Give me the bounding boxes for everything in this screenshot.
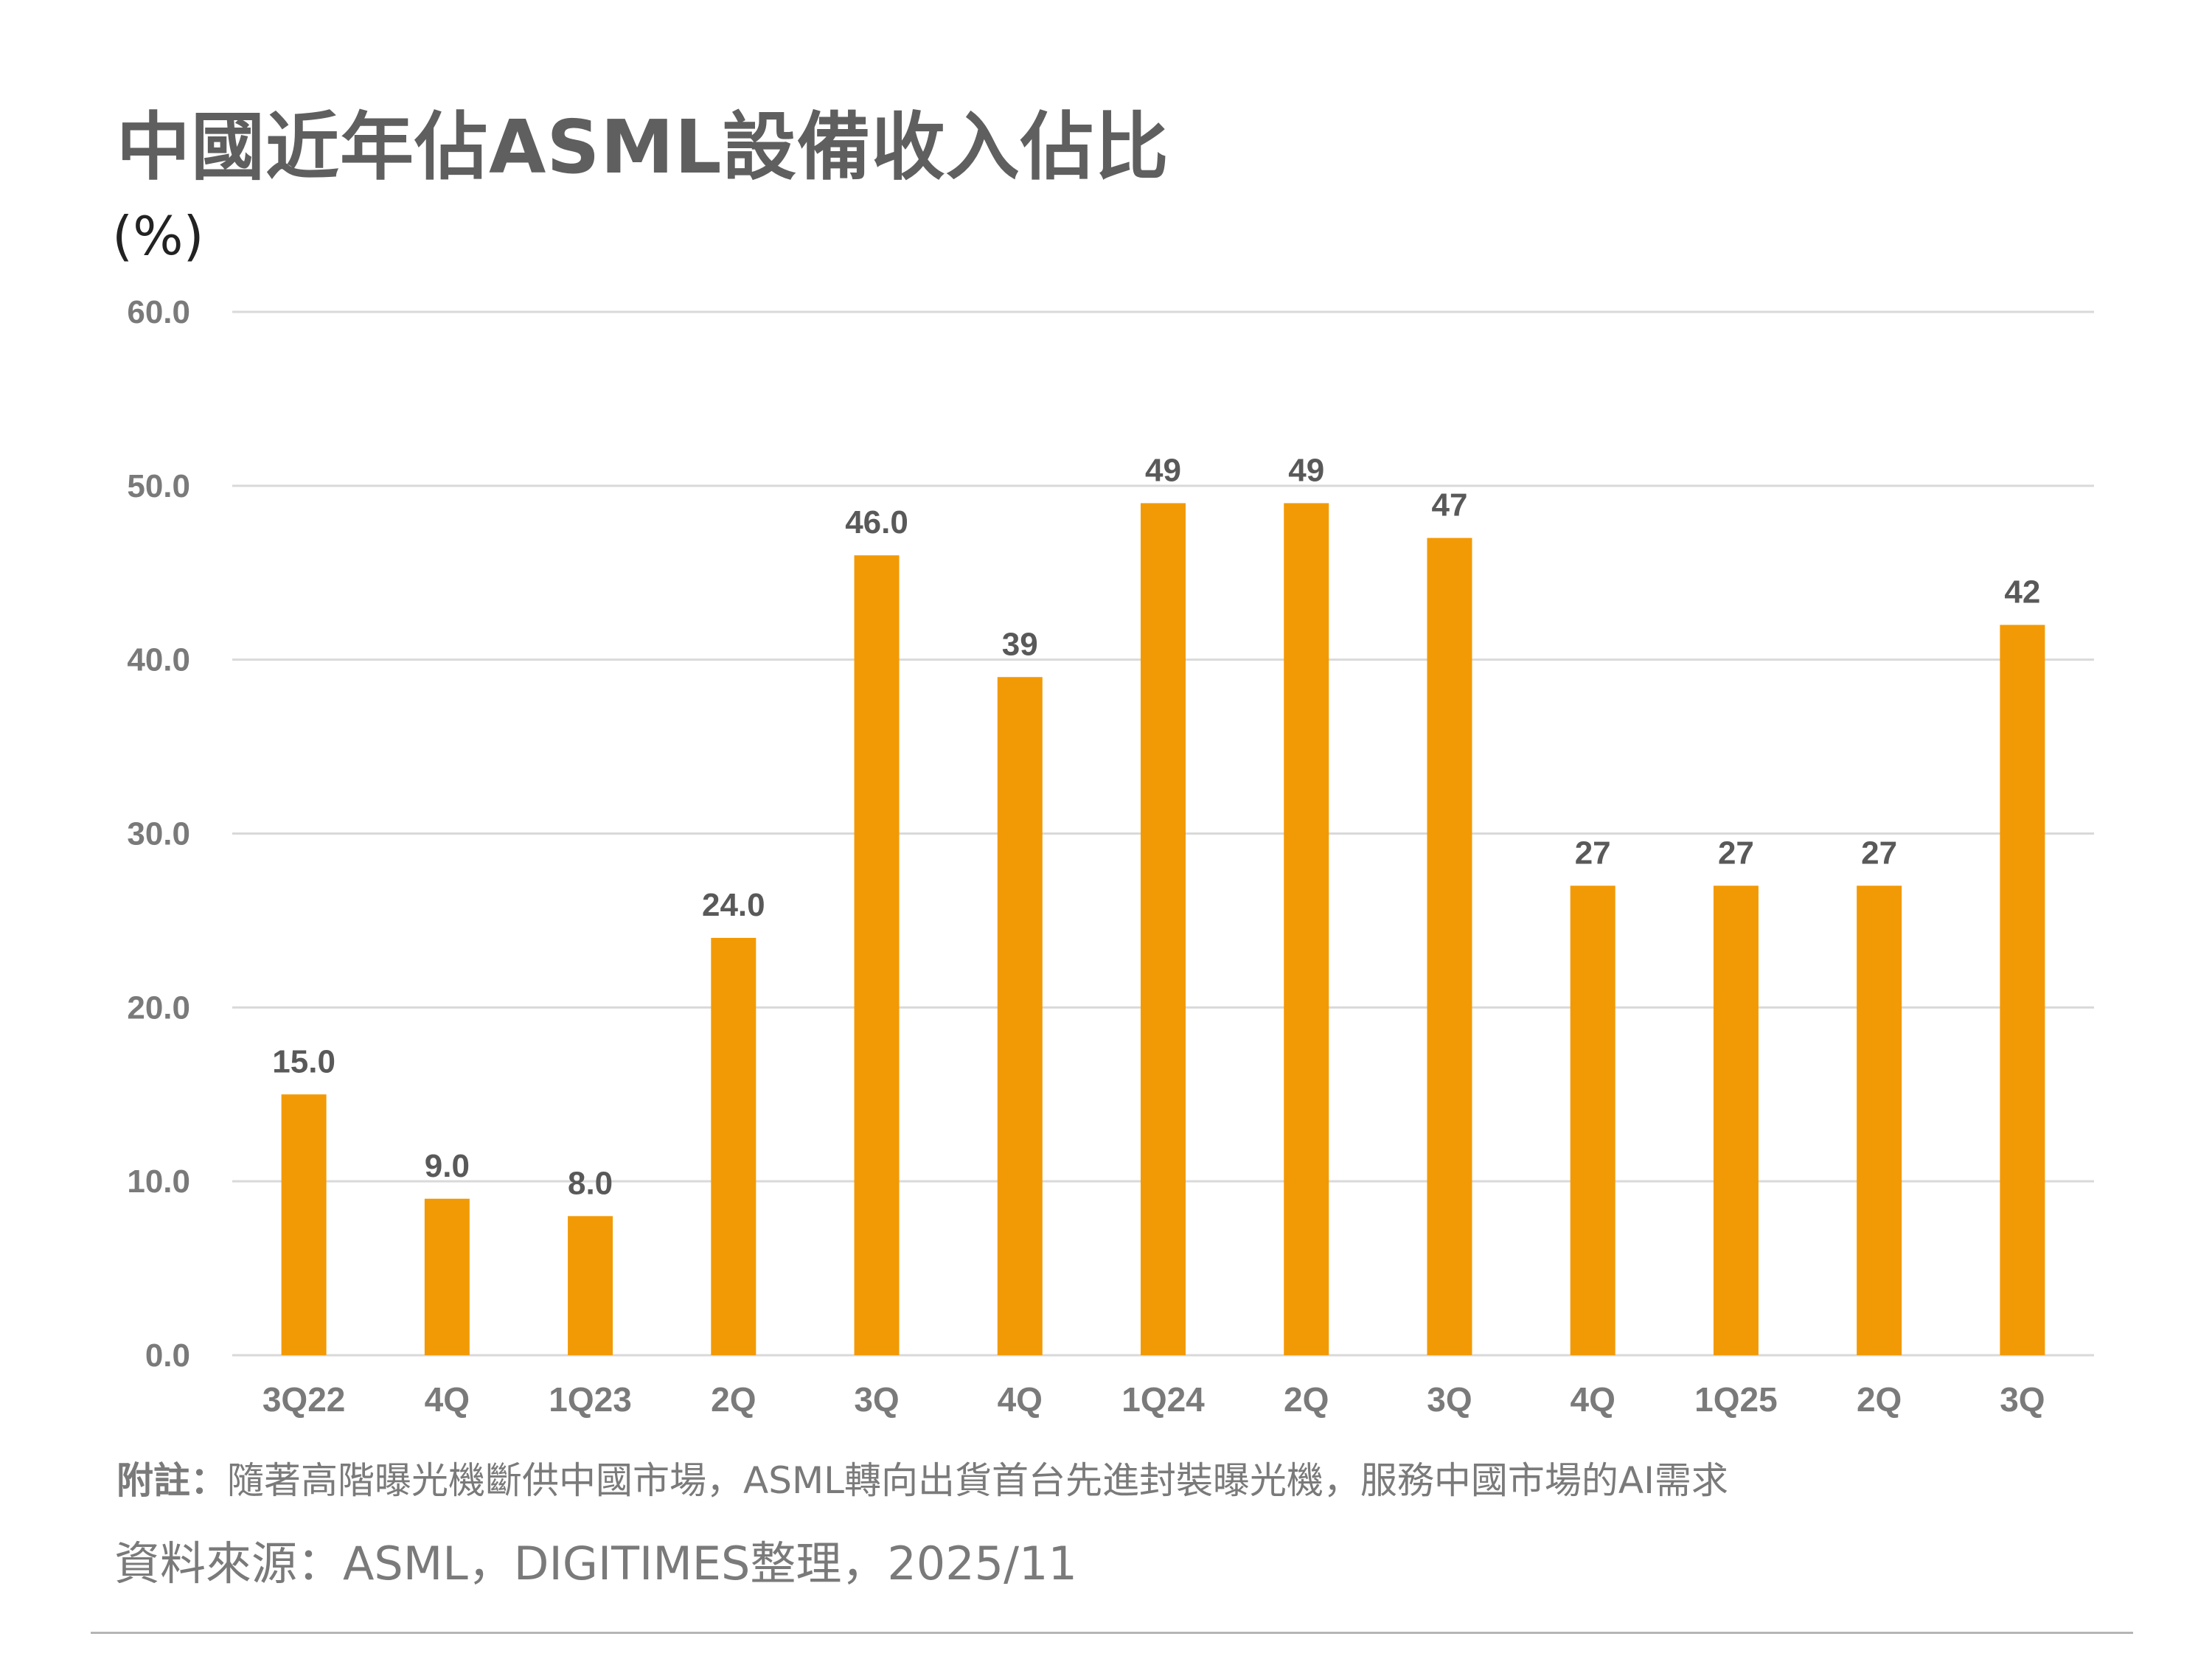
x-tick-label: 1Q23 [549,1380,632,1419]
data-label: 49 [1288,452,1324,488]
footnote-label: 附註： [116,1459,227,1502]
y-tick-label: 20.0 [127,990,190,1026]
y-axis-ticks: 0.0 10.0 20.0 30.0 40.0 50.0 60.0 [127,294,190,1374]
x-tick-label: 2Q [1857,1380,1902,1419]
bar [2000,625,2045,1355]
bar [1570,886,1615,1355]
x-tick-label: 4Q [1571,1380,1615,1419]
bar [1713,886,1759,1355]
y-axis-unit-label: (%) [112,205,204,267]
bar [711,938,757,1355]
y-tick-label: 60.0 [127,294,190,330]
bars [281,503,2045,1356]
x-tick-label: 3Q22 [262,1380,346,1419]
y-tick-label: 40.0 [127,642,190,678]
bar [1141,503,1186,1355]
y-tick-label: 50.0 [127,468,190,504]
data-label: 8.0 [568,1165,613,1201]
chart-title: 中國近年佔ASML設備收入佔比 [116,104,1169,190]
y-tick-label: 10.0 [127,1164,190,1200]
bar [424,1198,470,1355]
data-label: 42 [2004,574,2040,611]
bar [568,1216,613,1355]
data-label: 15.0 [272,1043,335,1079]
data-label: 9.0 [425,1148,470,1184]
x-tick-label: 3Q [854,1380,899,1419]
data-label: 27 [1861,835,1897,871]
bar [1427,538,1472,1356]
x-axis-ticks: 3Q22 4Q 1Q23 2Q 3Q 4Q 1Q24 2Q 3Q 4Q 1Q25 2Q 3Q [262,1380,2045,1419]
data-label: 24.0 [702,887,765,923]
bar [997,677,1043,1355]
bar [854,555,900,1355]
bar [1857,886,1902,1355]
x-tick-label: 2Q [711,1380,756,1419]
data-label: 27 [1575,835,1611,871]
y-tick-label: 0.0 [145,1338,190,1374]
y-tick-label: 30.0 [127,816,190,852]
data-label: 27 [1718,835,1754,871]
data-label: 47 [1431,487,1467,524]
data-label: 49 [1145,452,1181,488]
x-tick-label: 3Q [2000,1380,2045,1419]
data-labels: 15.0 9.0 8.0 24.0 46.0 39 49 49 47 27 27 27 42 [272,452,2040,1201]
bar [1284,503,1329,1355]
data-label: 39 [1002,626,1038,662]
x-tick-label: 4Q [425,1380,470,1419]
source-text: 資料來源：ASML，DIGITIMES整理，2025/11 [114,1537,1077,1590]
footnote: 附註：隨著高階曝光機斷供中國市場，ASML轉向出貨首台先進封裝曝光機，服務中國市… [116,1451,1728,1504]
x-tick-label: 2Q [1284,1380,1329,1419]
footnote-text: 隨著高階曝光機斷供中國市場，ASML轉向出貨首台先進封裝曝光機，服務中國市場的A… [227,1459,1728,1502]
x-tick-label: 3Q [1427,1380,1472,1419]
x-tick-label: 1Q24 [1121,1380,1205,1419]
data-label: 46.0 [845,504,908,540]
x-tick-label: 4Q [998,1380,1043,1419]
x-tick-label: 1Q25 [1694,1380,1778,1419]
bar [281,1094,327,1355]
bottom-divider [91,1632,2133,1634]
